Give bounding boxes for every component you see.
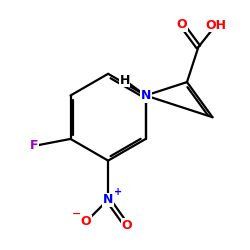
Text: −: − xyxy=(72,209,81,219)
Text: H: H xyxy=(120,74,130,87)
Text: O: O xyxy=(176,18,187,31)
Text: +: + xyxy=(114,187,122,197)
Text: N: N xyxy=(140,89,151,102)
Text: N: N xyxy=(103,193,113,206)
Text: F: F xyxy=(30,140,38,152)
Text: O: O xyxy=(121,219,132,232)
Text: OH: OH xyxy=(205,19,226,32)
Text: O: O xyxy=(81,215,91,228)
